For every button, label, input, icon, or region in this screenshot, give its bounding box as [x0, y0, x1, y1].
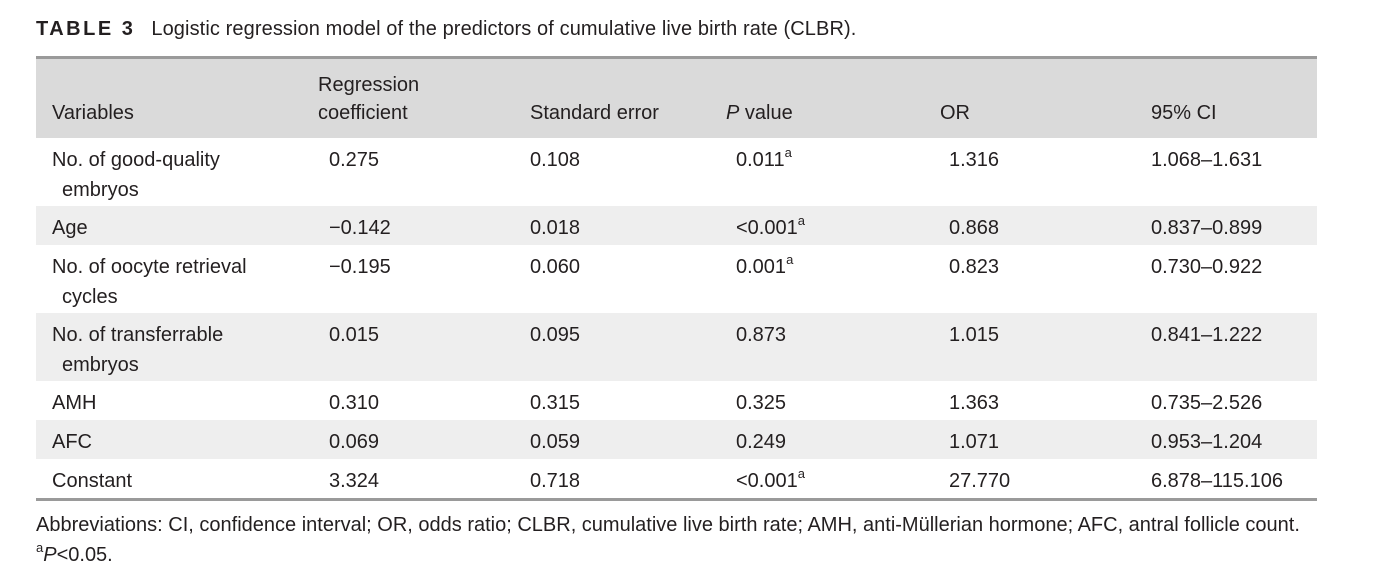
header-95-ci: 95% CI — [1151, 102, 1217, 124]
cell-ci: 0.837–0.899 — [1151, 217, 1263, 239]
cell-coefficient: 0.015 — [329, 324, 380, 346]
cell-standard-error: 0.018 — [530, 217, 581, 239]
cell-variable: No. of oocyte retrieval cycles — [52, 256, 247, 308]
table-label: TABLE 3 — [36, 18, 136, 40]
cell-standard-error: 0.108 — [530, 149, 581, 171]
header-row: Variables Regression coefficient Standard… — [36, 59, 1317, 138]
cell-or: 1.316 — [949, 149, 1000, 171]
cell-variable: No. of good-quality embryos — [52, 149, 220, 201]
cell-standard-error: 0.095 — [530, 324, 581, 346]
cell-p-value: <0.001a — [736, 213, 805, 239]
table-row: No. of transferrable embryos 0.015 0.095 … — [36, 313, 1317, 381]
cell-coefficient: 3.324 — [329, 470, 380, 492]
cell-p-value: 0.011a — [736, 145, 792, 171]
top-rule — [36, 56, 1317, 59]
cell-coefficient: −0.142 — [329, 217, 391, 239]
cell-ci: 0.730–0.922 — [1151, 256, 1263, 278]
header-standard-error: Standard error — [530, 102, 659, 124]
cell-p-value: 0.249 — [736, 431, 787, 453]
cell-ci: 0.953–1.204 — [1151, 431, 1263, 453]
cell-or: 27.770 — [949, 470, 1011, 492]
cell-or: 1.015 — [949, 324, 1000, 346]
cell-variable: AFC — [52, 431, 92, 453]
table-row: Constant 3.324 0.718 <0.001a 27.770 6.87… — [36, 459, 1317, 498]
cell-p-value: 0.873 — [736, 324, 787, 346]
cell-variable: No. of transferrable embryos — [52, 324, 224, 376]
header-or: OR — [940, 102, 970, 124]
table-caption: TABLE 3 Logistic regression model of the … — [36, 18, 856, 41]
cell-coefficient: −0.195 — [329, 256, 391, 278]
cell-or: 1.363 — [949, 392, 1000, 414]
cell-or: 0.823 — [949, 256, 1000, 278]
cell-p-value: 0.325 — [736, 392, 787, 414]
cell-standard-error: 0.060 — [530, 256, 581, 278]
cell-p-value: <0.001a — [736, 466, 805, 492]
cell-standard-error: 0.059 — [530, 431, 581, 453]
cell-or: 0.868 — [949, 217, 1000, 239]
header-regression-coefficient: Regression coefficient — [318, 74, 420, 124]
cell-variable: Constant — [52, 470, 133, 492]
cell-ci: 1.068–1.631 — [1151, 149, 1263, 171]
cell-variable: AMH — [52, 392, 97, 414]
table-row: AMH 0.310 0.315 0.325 1.363 0.735–2.526 — [36, 381, 1317, 420]
results-table: Variables Regression coefficient Standard… — [36, 59, 1317, 498]
header-variables: Variables — [52, 102, 134, 124]
table-title: Logistic regression model of the predict… — [151, 18, 857, 40]
cell-ci: 0.735–2.526 — [1151, 392, 1263, 414]
regression-table: Variables Regression coefficient Standard… — [36, 56, 1317, 501]
bottom-rule — [36, 498, 1317, 501]
cell-p-value: 0.001a — [736, 252, 794, 278]
cell-standard-error: 0.315 — [530, 392, 581, 414]
abbreviations-note: Abbreviations: CI, confidence interval; … — [36, 514, 1300, 536]
cell-ci: 6.878–115.106 — [1151, 470, 1283, 492]
table-footnotes: Abbreviations: CI, confidence interval; … — [36, 510, 1300, 570]
header-p-value: P value — [726, 102, 793, 124]
cell-coefficient: 0.069 — [329, 431, 380, 453]
cell-standard-error: 0.718 — [530, 470, 581, 492]
cell-variable: Age — [52, 217, 88, 239]
table-row: No. of oocyte retrieval cycles −0.195 0.0… — [36, 245, 1317, 313]
table-row: No. of good-quality embryos 0.275 0.108 0… — [36, 138, 1317, 206]
cell-coefficient: 0.275 — [329, 149, 380, 171]
table-row: Age −0.142 0.018 <0.001a 0.868 0.837–0.8… — [36, 206, 1317, 245]
significance-note: aP<0.05. — [36, 540, 113, 566]
table-row: AFC 0.069 0.059 0.249 1.071 0.953–1.204 — [36, 420, 1317, 459]
cell-coefficient: 0.310 — [329, 392, 380, 414]
cell-ci: 0.841–1.222 — [1151, 324, 1263, 346]
cell-or: 1.071 — [949, 431, 1000, 453]
